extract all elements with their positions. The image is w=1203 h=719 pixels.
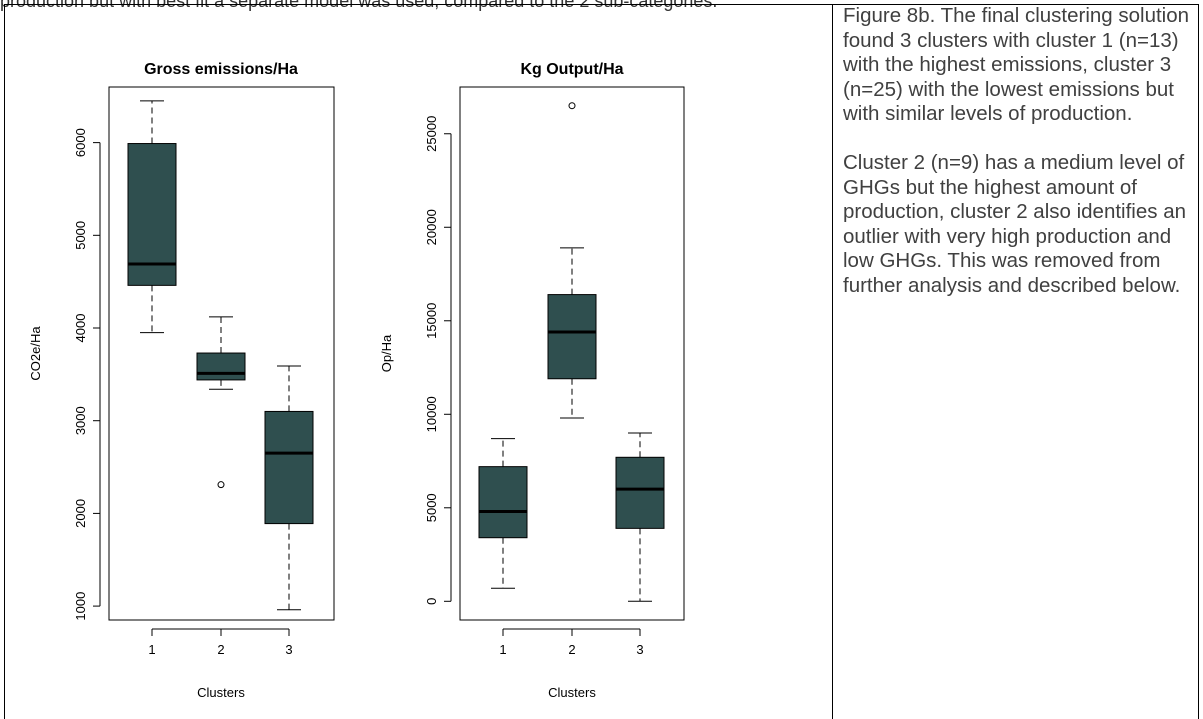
y-tick-label: 1000 — [73, 592, 88, 621]
y-tick-label: 25000 — [424, 116, 439, 152]
x-tick-label: 3 — [285, 642, 292, 657]
outlier-point — [568, 102, 576, 110]
y-tick-label: 20000 — [424, 209, 439, 245]
kg-output-boxplot: Kg Output/Ha 0 5000 10000 15000 20000 25000 1 2 3… — [379, 61, 685, 700]
y-tick-label: 4000 — [73, 314, 88, 343]
plot-frame — [108, 86, 335, 621]
outlier-point — [217, 481, 225, 489]
y-tick-label: 10000 — [424, 396, 439, 432]
box-iqr — [478, 466, 528, 539]
box-iqr — [196, 352, 246, 381]
box-iqr — [264, 410, 314, 525]
x-tick-label: 2 — [217, 642, 224, 657]
y-tick-label: 15000 — [424, 303, 439, 339]
x-tick-label: 1 — [148, 642, 155, 657]
figure-caption: Figure 8b. The final clustering solution… — [843, 4, 1193, 298]
y-tick-label: 5000 — [424, 493, 439, 522]
x-axis-label: Clusters — [548, 685, 596, 700]
caption-paragraph-2: Cluster 2 (n=9) has a medium level of GH… — [843, 151, 1187, 297]
box-iqr — [547, 294, 597, 380]
x-axis-label: Clusters — [197, 685, 245, 700]
gross-emissions-boxplot: Gross emissions/Ha 1000 2000 3000 4000 5000 60… — [28, 61, 335, 700]
box-iqr — [615, 456, 665, 529]
y-tick-label: 6000 — [73, 128, 88, 157]
x-tick-label: 1 — [499, 642, 506, 657]
box-iqr — [127, 143, 177, 286]
boxplot-figure: Gross emissions/Ha 1000 2000 3000 4000 5000 60… — [28, 61, 685, 700]
plot-frame — [459, 86, 685, 621]
top-cut-off-text: production but with best fit a separate … — [0, 0, 718, 11]
y-axis-label: Op/Ha — [379, 334, 394, 372]
x-tick-label: 2 — [568, 642, 575, 657]
figure-table — [4, 4, 1199, 719]
y-tick-label: 0 — [424, 598, 439, 605]
y-tick-label: 3000 — [73, 406, 88, 435]
y-tick-label: 5000 — [73, 221, 88, 250]
x-tick-label: 3 — [636, 642, 643, 657]
table-cell-divider — [832, 4, 833, 719]
y-tick-label: 2000 — [73, 499, 88, 528]
chart-title: Gross emissions/Ha — [144, 61, 298, 78]
caption-paragraph-1: Figure 8b. The final clustering solution… — [843, 4, 1190, 125]
y-axis-label: CO2e/Ha — [28, 326, 43, 381]
chart-title: Kg Output/Ha — [520, 61, 623, 78]
